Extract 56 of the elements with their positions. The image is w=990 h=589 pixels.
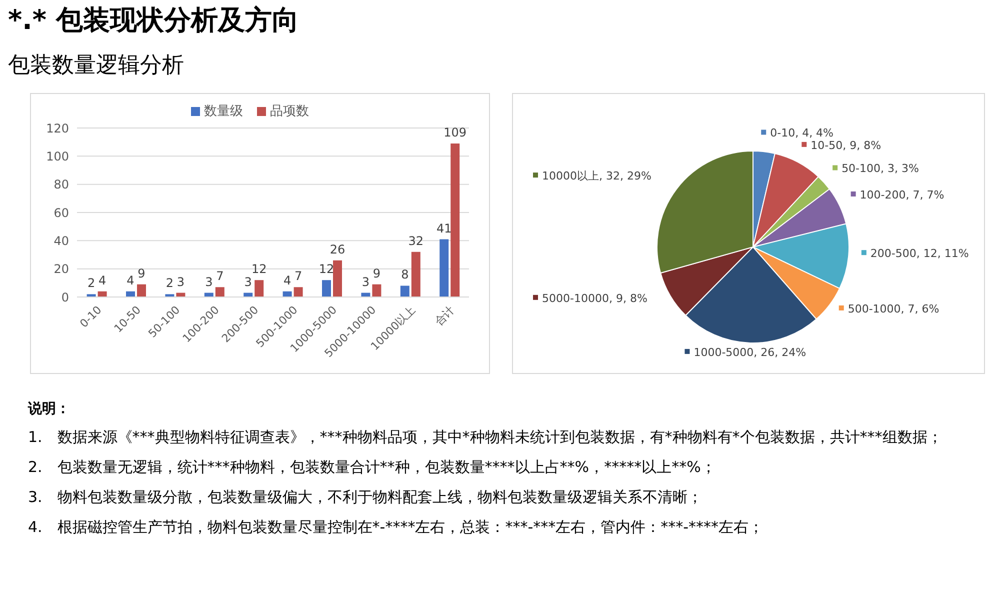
legend-label: 数量级 [203,103,243,120]
text: 说明： [28,400,71,419]
data-label: 2 [87,276,96,290]
data-label: 9 [138,266,146,280]
legend-label: 1000-5000, 26, 24% [694,346,806,359]
data-label: 4 [126,273,134,288]
legend-label: 品项数 [269,103,309,120]
chart-subtitle: 包装数量逻辑分析 [8,52,184,80]
bar [450,143,460,297]
y-tick-label: 100 [46,149,69,164]
legend-label: 5000-10000, 9, 8% [542,292,648,305]
bar [411,252,420,297]
data-label: 3 [205,274,213,289]
bar [254,280,264,297]
text: 2. 包装数量无逻辑，统计***种物料，包装数量合计**种，包装数量****以上占**%，*****以上**%； [28,457,717,478]
y-tick-label: 40 [54,234,69,248]
bar [137,284,146,297]
data-label: 3 [362,274,370,289]
data-label: 2 [166,276,174,290]
text: 3. 物料包装数量级分散，包装数量级偏大，不利于物料配套上线，物料包装数量级逻辑关系不清晰； [28,487,704,508]
bar [372,284,382,297]
y-tick-label: 60 [54,206,69,220]
y-tick-label: 20 [54,262,69,276]
data-label: 32 [408,234,424,248]
legend-label: 0-10, 4, 4% [770,126,834,140]
data-label: 109 [444,125,467,140]
legend-label: 10-50, 9, 8% [810,138,882,152]
data-label: 26 [330,242,346,256]
text: 1. 数据来源《***典型物料特征调查表》，***种物料品项，其中*种物料未统计到包装数据，有*种物料有*个包装数据，共计***组数据； [28,427,944,448]
chart-title: *.* 包装现状分析及方向 [8,4,299,38]
bar [322,280,331,297]
text: 4. 根据磁控管生产节拍，物料包装数量尽量控制在*-****左右，总装：***-***左右，管内件：***-****左右； [28,517,765,538]
data-label: 12 [318,262,334,276]
data-label: 9 [372,266,381,280]
data-label: 7 [216,269,224,284]
y-tick-label: 0 [61,290,69,304]
legend-label: 50-100, 3, 3% [842,162,919,176]
data-label: 7 [294,269,302,284]
data-label: 3 [176,274,185,289]
legend-label: 10000以上, 32, 29% [542,170,652,183]
bar [215,287,224,297]
legend-label: 100-200, 7, 7% [860,188,944,202]
y-tick-label: 120 [46,121,69,136]
y-tick-label: 80 [54,178,69,192]
bar [440,239,449,297]
data-label: 4 [283,273,292,288]
data-label: 3 [244,274,252,289]
x-tick-label: 合计 [432,303,458,328]
legend-label: 200-500, 12, 11% [870,247,969,260]
bar [333,260,342,297]
data-label: 4 [98,273,106,288]
bar [400,286,410,297]
legend-label: 500-1000, 7, 6% [848,302,940,316]
data-label: 8 [401,268,409,282]
data-label: 12 [251,262,267,276]
bar [294,287,303,297]
